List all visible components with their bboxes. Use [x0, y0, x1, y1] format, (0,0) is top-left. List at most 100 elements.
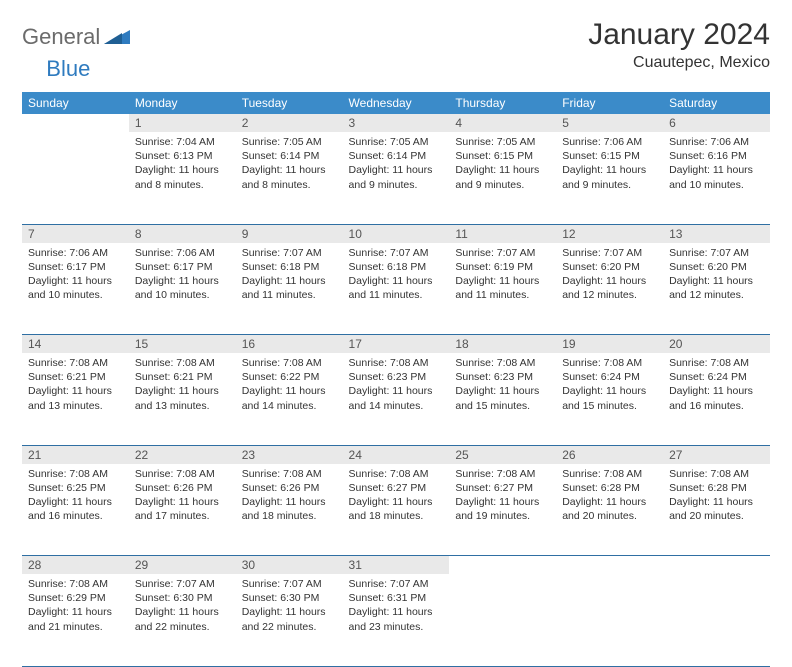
weekday-header: Friday [556, 92, 663, 114]
weekday-header: Sunday [22, 92, 129, 114]
day-number-cell: 16 [236, 335, 343, 354]
day-content-row: Sunrise: 7:08 AMSunset: 6:25 PMDaylight:… [22, 464, 770, 556]
day-cell: Sunrise: 7:07 AMSunset: 6:20 PMDaylight:… [663, 243, 770, 335]
day-number: 9 [236, 225, 343, 243]
day-content: Sunrise: 7:05 AMSunset: 6:14 PMDaylight:… [236, 132, 343, 196]
day-number: 22 [129, 446, 236, 464]
day-cell: Sunrise: 7:08 AMSunset: 6:27 PMDaylight:… [343, 464, 450, 556]
day-content: Sunrise: 7:08 AMSunset: 6:25 PMDaylight:… [22, 464, 129, 528]
day-content: Sunrise: 7:08 AMSunset: 6:23 PMDaylight:… [343, 353, 450, 417]
day-number-cell: 13 [663, 224, 770, 243]
day-number-row: 14151617181920 [22, 335, 770, 354]
day-number: 6 [663, 114, 770, 132]
day-cell: Sunrise: 7:07 AMSunset: 6:30 PMDaylight:… [129, 574, 236, 666]
day-content: Sunrise: 7:08 AMSunset: 6:24 PMDaylight:… [663, 353, 770, 417]
day-number: 28 [22, 556, 129, 574]
logo-text-general: General [22, 24, 100, 50]
day-number: 24 [343, 446, 450, 464]
day-number-cell [22, 114, 129, 132]
day-content-row: Sunrise: 7:08 AMSunset: 6:21 PMDaylight:… [22, 353, 770, 445]
day-cell: Sunrise: 7:08 AMSunset: 6:25 PMDaylight:… [22, 464, 129, 556]
day-content: Sunrise: 7:08 AMSunset: 6:24 PMDaylight:… [556, 353, 663, 417]
day-content: Sunrise: 7:05 AMSunset: 6:15 PMDaylight:… [449, 132, 556, 196]
day-content: Sunrise: 7:08 AMSunset: 6:23 PMDaylight:… [449, 353, 556, 417]
day-number-cell: 6 [663, 114, 770, 132]
day-content: Sunrise: 7:05 AMSunset: 6:14 PMDaylight:… [343, 132, 450, 196]
day-number: 23 [236, 446, 343, 464]
day-number: 17 [343, 335, 450, 353]
logo: General [22, 24, 132, 50]
day-cell: Sunrise: 7:07 AMSunset: 6:18 PMDaylight:… [236, 243, 343, 335]
day-number-cell: 15 [129, 335, 236, 354]
location: Cuautepec, Mexico [588, 54, 770, 72]
day-cell: Sunrise: 7:08 AMSunset: 6:24 PMDaylight:… [663, 353, 770, 445]
day-number-cell: 20 [663, 335, 770, 354]
day-number: 1 [129, 114, 236, 132]
logo-text-blue: Blue [46, 56, 90, 82]
day-number: 16 [236, 335, 343, 353]
month-title: January 2024 [588, 18, 770, 52]
day-cell: Sunrise: 7:08 AMSunset: 6:27 PMDaylight:… [449, 464, 556, 556]
day-cell: Sunrise: 7:07 AMSunset: 6:31 PMDaylight:… [343, 574, 450, 666]
day-cell: Sunrise: 7:08 AMSunset: 6:23 PMDaylight:… [449, 353, 556, 445]
day-cell: Sunrise: 7:08 AMSunset: 6:28 PMDaylight:… [556, 464, 663, 556]
day-content [663, 574, 770, 581]
day-cell: Sunrise: 7:08 AMSunset: 6:21 PMDaylight:… [22, 353, 129, 445]
day-number: 5 [556, 114, 663, 132]
day-number-cell: 11 [449, 224, 556, 243]
day-number: 27 [663, 446, 770, 464]
day-content-row: Sunrise: 7:08 AMSunset: 6:29 PMDaylight:… [22, 574, 770, 666]
day-number: 13 [663, 225, 770, 243]
day-content: Sunrise: 7:07 AMSunset: 6:30 PMDaylight:… [129, 574, 236, 638]
weekday-header-row: SundayMondayTuesdayWednesdayThursdayFrid… [22, 92, 770, 114]
day-number [556, 556, 663, 574]
day-number-cell: 29 [129, 556, 236, 575]
day-content: Sunrise: 7:07 AMSunset: 6:18 PMDaylight:… [343, 243, 450, 307]
day-number: 21 [22, 446, 129, 464]
day-content: Sunrise: 7:04 AMSunset: 6:13 PMDaylight:… [129, 132, 236, 196]
day-content: Sunrise: 7:08 AMSunset: 6:29 PMDaylight:… [22, 574, 129, 638]
day-number-cell: 30 [236, 556, 343, 575]
day-content: Sunrise: 7:08 AMSunset: 6:28 PMDaylight:… [556, 464, 663, 528]
day-cell: Sunrise: 7:05 AMSunset: 6:14 PMDaylight:… [236, 132, 343, 224]
day-cell: Sunrise: 7:08 AMSunset: 6:26 PMDaylight:… [129, 464, 236, 556]
day-cell: Sunrise: 7:04 AMSunset: 6:13 PMDaylight:… [129, 132, 236, 224]
day-number-cell: 27 [663, 445, 770, 464]
day-number-row: 78910111213 [22, 224, 770, 243]
day-number-cell: 26 [556, 445, 663, 464]
day-cell: Sunrise: 7:07 AMSunset: 6:18 PMDaylight:… [343, 243, 450, 335]
day-number-cell: 14 [22, 335, 129, 354]
day-content: Sunrise: 7:06 AMSunset: 6:16 PMDaylight:… [663, 132, 770, 196]
day-number-cell: 9 [236, 224, 343, 243]
day-number: 19 [556, 335, 663, 353]
day-number: 26 [556, 446, 663, 464]
day-content: Sunrise: 7:06 AMSunset: 6:17 PMDaylight:… [22, 243, 129, 307]
day-number: 18 [449, 335, 556, 353]
day-cell: Sunrise: 7:07 AMSunset: 6:30 PMDaylight:… [236, 574, 343, 666]
day-cell: Sunrise: 7:08 AMSunset: 6:23 PMDaylight:… [343, 353, 450, 445]
day-cell: Sunrise: 7:08 AMSunset: 6:24 PMDaylight:… [556, 353, 663, 445]
day-cell: Sunrise: 7:05 AMSunset: 6:14 PMDaylight:… [343, 132, 450, 224]
weekday-header: Tuesday [236, 92, 343, 114]
day-number: 3 [343, 114, 450, 132]
day-number-row: 21222324252627 [22, 445, 770, 464]
day-number: 10 [343, 225, 450, 243]
day-content [449, 574, 556, 581]
day-content: Sunrise: 7:08 AMSunset: 6:21 PMDaylight:… [22, 353, 129, 417]
day-number: 29 [129, 556, 236, 574]
day-cell: Sunrise: 7:06 AMSunset: 6:15 PMDaylight:… [556, 132, 663, 224]
day-number [449, 556, 556, 574]
day-number-cell: 25 [449, 445, 556, 464]
day-content: Sunrise: 7:08 AMSunset: 6:26 PMDaylight:… [129, 464, 236, 528]
day-number: 11 [449, 225, 556, 243]
day-content: Sunrise: 7:08 AMSunset: 6:28 PMDaylight:… [663, 464, 770, 528]
day-content-row: Sunrise: 7:04 AMSunset: 6:13 PMDaylight:… [22, 132, 770, 224]
day-number [663, 556, 770, 574]
day-number-cell: 5 [556, 114, 663, 132]
logo-triangle-icon [104, 26, 130, 49]
day-number-cell: 17 [343, 335, 450, 354]
day-content: Sunrise: 7:07 AMSunset: 6:20 PMDaylight:… [663, 243, 770, 307]
day-number-row: 28293031 [22, 556, 770, 575]
day-number-cell: 24 [343, 445, 450, 464]
weekday-header: Monday [129, 92, 236, 114]
